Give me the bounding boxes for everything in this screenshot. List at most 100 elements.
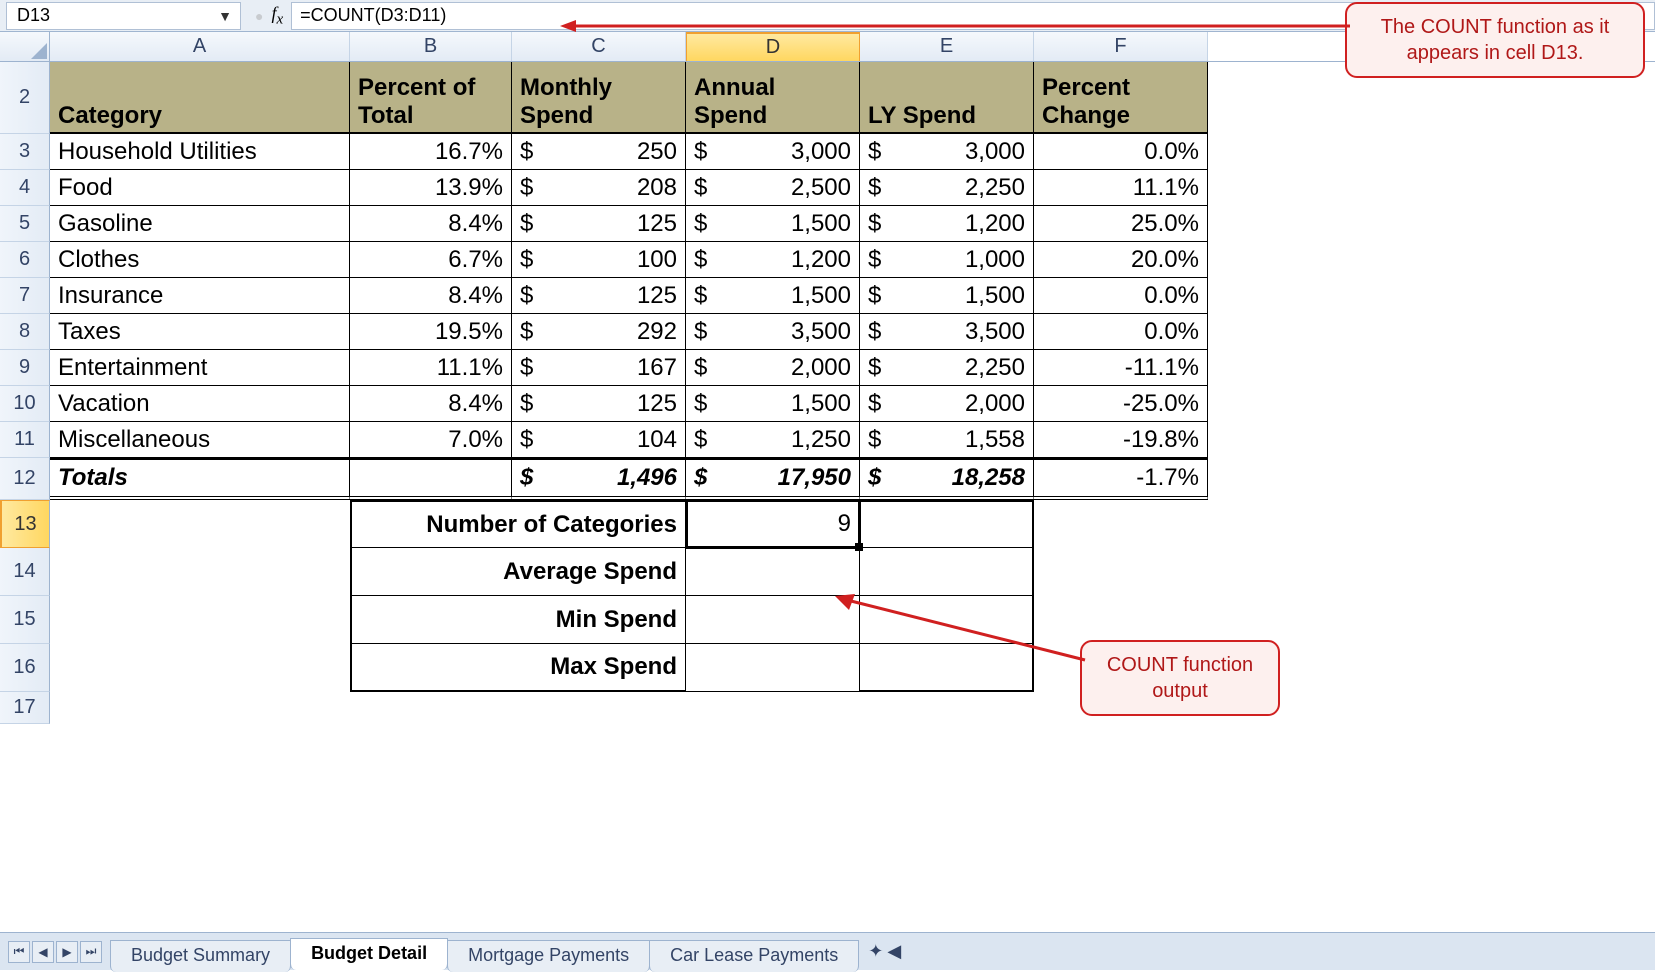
row-header-13[interactable]: 13: [0, 500, 50, 548]
row-header-4[interactable]: 4: [0, 170, 50, 206]
cell-12-F[interactable]: -1.7%: [1034, 458, 1208, 500]
name-box-dropdown-icon[interactable]: ▼: [218, 8, 232, 24]
cell-15-A[interactable]: [50, 596, 350, 644]
cell-3-C[interactable]: $250: [512, 134, 686, 170]
sheet-tab-budget-detail[interactable]: Budget Detail: [290, 938, 448, 970]
sheet-nav-first-icon[interactable]: ⏮: [8, 941, 30, 963]
sheet-tab-budget-summary[interactable]: Budget Summary: [110, 940, 291, 972]
cell-10-E[interactable]: $2,000: [860, 386, 1034, 422]
tab-scroll-left-icon[interactable]: ◀: [887, 941, 901, 962]
cell-3-F[interactable]: 0.0%: [1034, 134, 1208, 170]
cell-17-C[interactable]: [512, 692, 686, 724]
header-C[interactable]: Monthly Spend: [512, 62, 686, 134]
cell-13-F[interactable]: [1034, 500, 1208, 548]
cell-6-B[interactable]: 6.7%: [350, 242, 512, 278]
cell-13-D[interactable]: 9: [686, 500, 860, 548]
header-B[interactable]: Percent of Total: [350, 62, 512, 134]
cell-6-D[interactable]: $1,200: [686, 242, 860, 278]
cancel-icon[interactable]: ●: [255, 8, 263, 24]
select-all-corner[interactable]: [0, 32, 50, 61]
cell-5-F[interactable]: 25.0%: [1034, 206, 1208, 242]
cell-10-B[interactable]: 8.4%: [350, 386, 512, 422]
row-header-17[interactable]: 17: [0, 692, 50, 724]
row-header-16[interactable]: 16: [0, 644, 50, 692]
tab-scroll[interactable]: ✦ ◀: [868, 941, 901, 962]
name-box[interactable]: D13 ▼: [6, 2, 241, 30]
sheet-nav-last-icon[interactable]: ⏭: [80, 941, 102, 963]
header-E[interactable]: LY Spend: [860, 62, 1034, 134]
cell-17-A[interactable]: [50, 692, 350, 724]
cell-11-B[interactable]: 7.0%: [350, 422, 512, 458]
row-header-8[interactable]: 8: [0, 314, 50, 350]
cell-11-E[interactable]: $1,558: [860, 422, 1034, 458]
cell-11-D[interactable]: $1,250: [686, 422, 860, 458]
header-F[interactable]: Percent Change: [1034, 62, 1208, 134]
fx-icon[interactable]: fx: [271, 3, 283, 29]
cell-9-D[interactable]: $2,000: [686, 350, 860, 386]
cell-8-B[interactable]: 19.5%: [350, 314, 512, 350]
row-header-2[interactable]: 2: [0, 62, 50, 134]
cell-12-D[interactable]: $17,950: [686, 458, 860, 500]
cell-14-D[interactable]: [686, 548, 860, 596]
cell-17-D[interactable]: [686, 692, 860, 724]
col-header-D[interactable]: D: [686, 32, 860, 61]
cell-11-C[interactable]: $104: [512, 422, 686, 458]
cell-5-C[interactable]: $125: [512, 206, 686, 242]
cell-12-C[interactable]: $1,496: [512, 458, 686, 500]
sheet-tab-car-lease-payments[interactable]: Car Lease Payments: [649, 940, 859, 972]
col-header-F[interactable]: F: [1034, 32, 1208, 61]
cell-16-D[interactable]: [686, 644, 860, 692]
row-header-11[interactable]: 11: [0, 422, 50, 458]
cell-11-F[interactable]: -19.8%: [1034, 422, 1208, 458]
cell-6-A[interactable]: Clothes: [50, 242, 350, 278]
row-header-7[interactable]: 7: [0, 278, 50, 314]
cell-9-E[interactable]: $2,250: [860, 350, 1034, 386]
cell-16-A[interactable]: [50, 644, 350, 692]
cell-16-label[interactable]: Max Spend: [350, 644, 686, 692]
row-header-6[interactable]: 6: [0, 242, 50, 278]
cell-14-E[interactable]: [860, 548, 1034, 596]
cell-14-F[interactable]: [1034, 548, 1208, 596]
cell-13-label[interactable]: Number of Categories: [350, 500, 686, 548]
cell-6-F[interactable]: 20.0%: [1034, 242, 1208, 278]
sheet-nav-prev-icon[interactable]: ◀: [32, 941, 54, 963]
cell-3-A[interactable]: Household Utilities: [50, 134, 350, 170]
row-header-12[interactable]: 12: [0, 458, 50, 500]
col-header-B[interactable]: B: [350, 32, 512, 61]
cell-10-D[interactable]: $1,500: [686, 386, 860, 422]
cell-9-B[interactable]: 11.1%: [350, 350, 512, 386]
cell-6-E[interactable]: $1,000: [860, 242, 1034, 278]
cell-3-E[interactable]: $3,000: [860, 134, 1034, 170]
cell-5-A[interactable]: Gasoline: [50, 206, 350, 242]
header-A[interactable]: Category: [50, 62, 350, 134]
col-header-E[interactable]: E: [860, 32, 1034, 61]
sheet-nav-next-icon[interactable]: ▶: [56, 941, 78, 963]
cell-8-E[interactable]: $3,500: [860, 314, 1034, 350]
cell-15-D[interactable]: [686, 596, 860, 644]
cell-15-F[interactable]: [1034, 596, 1208, 644]
cell-13-A[interactable]: [50, 500, 350, 548]
cell-17-E[interactable]: [860, 692, 1034, 724]
row-header-14[interactable]: 14: [0, 548, 50, 596]
cell-7-C[interactable]: $125: [512, 278, 686, 314]
cell-3-D[interactable]: $3,000: [686, 134, 860, 170]
cell-8-F[interactable]: 0.0%: [1034, 314, 1208, 350]
sheet-tab-mortgage-payments[interactable]: Mortgage Payments: [447, 940, 650, 972]
cell-4-F[interactable]: 11.1%: [1034, 170, 1208, 206]
cell-5-D[interactable]: $1,500: [686, 206, 860, 242]
cell-5-E[interactable]: $1,200: [860, 206, 1034, 242]
insert-sheet-icon[interactable]: ✦: [868, 941, 883, 962]
cell-12-A[interactable]: Totals: [50, 458, 350, 500]
cell-4-D[interactable]: $2,500: [686, 170, 860, 206]
cell-12-E[interactable]: $18,258: [860, 458, 1034, 500]
cell-7-D[interactable]: $1,500: [686, 278, 860, 314]
cell-15-E[interactable]: [860, 596, 1034, 644]
cell-14-label[interactable]: Average Spend: [350, 548, 686, 596]
cell-12-B[interactable]: [350, 458, 512, 500]
cell-9-A[interactable]: Entertainment: [50, 350, 350, 386]
cell-5-B[interactable]: 8.4%: [350, 206, 512, 242]
cell-4-C[interactable]: $208: [512, 170, 686, 206]
cell-10-A[interactable]: Vacation: [50, 386, 350, 422]
cell-8-A[interactable]: Taxes: [50, 314, 350, 350]
row-header-9[interactable]: 9: [0, 350, 50, 386]
